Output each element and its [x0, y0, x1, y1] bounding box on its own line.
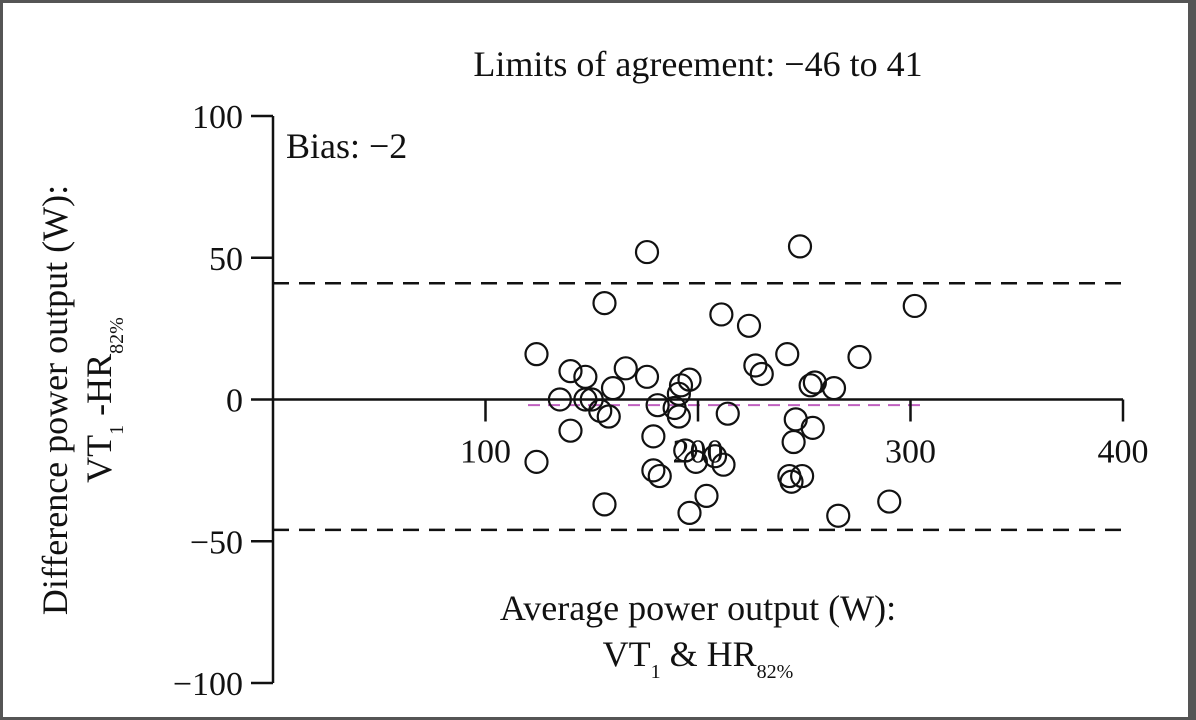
data-point — [524, 342, 549, 367]
data-point — [634, 239, 660, 265]
x-tick-label: 300 — [885, 434, 936, 471]
x-axis-label-line2: VT1 & HR82% — [603, 634, 794, 683]
y-label-vt-sub: 1 — [106, 425, 128, 435]
data-point — [736, 313, 762, 338]
data-point — [715, 401, 740, 426]
data-point — [666, 404, 691, 429]
y-label-hr: -HR — [79, 354, 119, 425]
data-point — [683, 449, 708, 474]
data-point — [645, 393, 670, 418]
data-point — [877, 489, 902, 514]
data-point — [709, 302, 734, 327]
data-point — [800, 415, 825, 440]
y-tick-label: 0 — [226, 383, 243, 420]
y-label-vt: VT — [79, 435, 119, 483]
data-point — [600, 376, 626, 401]
y-tick-label: 50 — [209, 241, 243, 278]
x-axis-label-line1: Average power output (W): — [500, 588, 896, 628]
data-point — [781, 429, 806, 455]
y-axis-label: Difference power output (W): VT1 -HR82% — [35, 185, 128, 615]
data-point — [558, 418, 583, 443]
data-point — [821, 376, 847, 401]
x-label-hr-sub: 82% — [757, 661, 794, 683]
y-axis-label-line2: VT1 -HR82% — [79, 317, 128, 483]
x-label-vt-sub: 1 — [651, 661, 661, 683]
x-label-vt: VT — [603, 634, 651, 674]
y-tick-label: −50 — [190, 524, 243, 561]
data-point — [558, 359, 583, 384]
data-point — [749, 361, 774, 387]
y-axis-label-line1: Difference power output (W): — [35, 185, 75, 615]
data-point — [802, 370, 827, 395]
data-point — [524, 449, 549, 474]
chart-title: Limits of agreement: −46 to 41 — [473, 44, 922, 84]
data-point — [641, 458, 666, 483]
y-tick-label: 100 — [192, 99, 243, 136]
data-point — [787, 234, 813, 259]
data-point — [677, 500, 702, 525]
data-point — [647, 463, 672, 489]
bias-label: Bias: −2 — [286, 126, 407, 166]
data-point — [702, 444, 728, 469]
y-label-hr-sub: 82% — [106, 317, 128, 354]
y-tick-label: −100 — [173, 666, 243, 703]
data-point — [711, 452, 736, 477]
data-point — [547, 387, 572, 412]
data-point — [641, 424, 666, 449]
data-point — [677, 367, 702, 392]
x-label-hr: & HR — [661, 634, 757, 674]
x-tick-label: 400 — [1098, 434, 1149, 471]
data-point — [847, 344, 872, 370]
data-point — [743, 353, 768, 378]
data-point — [634, 364, 660, 389]
data-point — [790, 463, 815, 489]
data-point — [694, 483, 719, 508]
data-point — [783, 407, 808, 432]
data-points — [524, 234, 927, 528]
data-point — [573, 364, 598, 389]
data-point — [826, 503, 851, 528]
data-point — [902, 293, 927, 319]
data-point — [592, 492, 617, 517]
data-point — [775, 342, 800, 367]
x-tick-label: 100 — [460, 434, 511, 471]
data-point — [592, 291, 617, 316]
data-point — [613, 356, 638, 381]
data-point — [596, 404, 621, 429]
data-point — [798, 373, 823, 398]
